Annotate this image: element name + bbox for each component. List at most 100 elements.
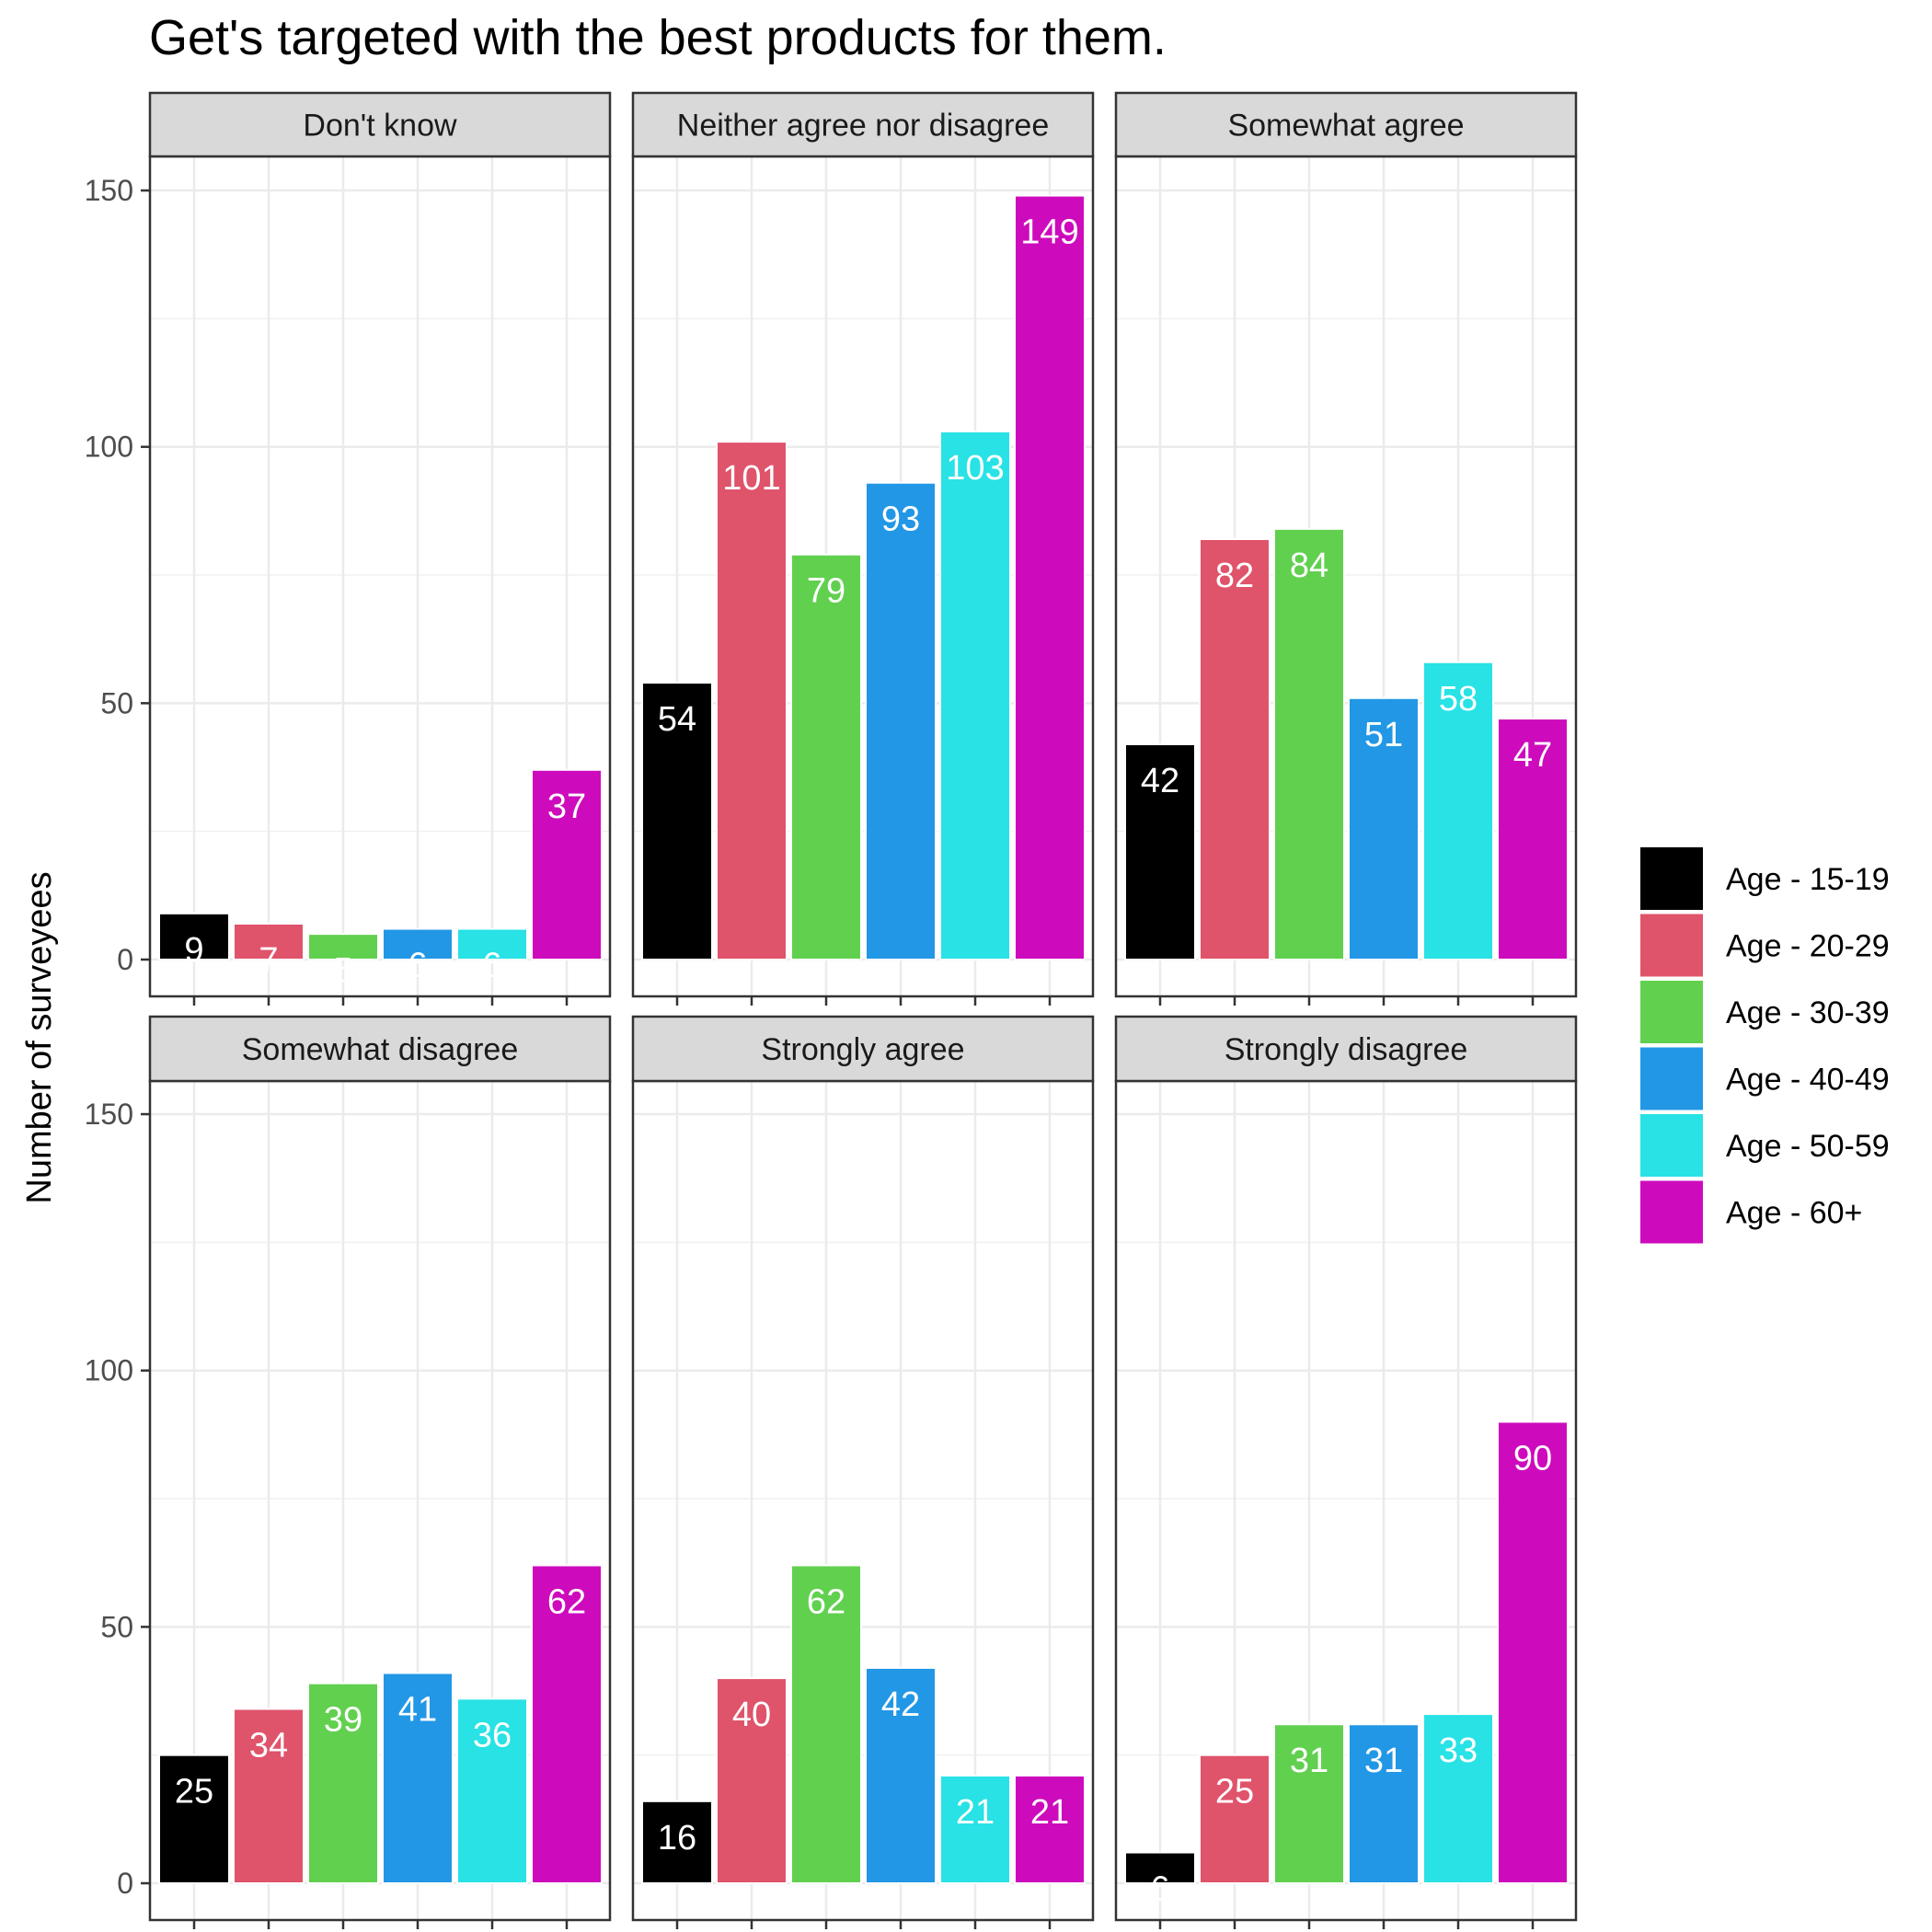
bar-value-label: 101 xyxy=(722,459,780,498)
bar-somewhat-disagree-age-20-29 xyxy=(233,1708,305,1884)
bar-value-label: 79 xyxy=(807,572,845,611)
y-tick-label: 50 xyxy=(100,686,133,719)
bar-value-label: 16 xyxy=(658,1819,696,1857)
legend: Age - 15-19 Age - 20-29 Age - 30-39 Age - 4… xyxy=(1639,845,1890,1246)
bar-value-label: 47 xyxy=(1513,736,1552,775)
legend-key-age-40-49 xyxy=(1639,1045,1705,1112)
bar-somewhat-agree-age-30-39 xyxy=(1273,527,1345,960)
bar-value-label: 51 xyxy=(1364,716,1403,754)
facet-strip xyxy=(1114,91,1578,158)
bar-somewhat-agree-age-15-19 xyxy=(1124,742,1196,961)
bar-value-label: 9 xyxy=(184,931,203,970)
facet-panel-somewhat-agree: 42 82 84 51 58 47 Somewhat agree xyxy=(1114,91,1578,1006)
legend-label: Age - 20-29 xyxy=(1726,929,1890,964)
bar-neither-agree-nor-disagree-age-30-39 xyxy=(790,553,862,960)
bar-strongly-agree-age-60 xyxy=(1014,1774,1086,1885)
bar-value-label: 25 xyxy=(175,1773,213,1811)
y-tick-label: 50 xyxy=(100,1610,133,1643)
bar-value-label: 6 xyxy=(482,947,501,985)
bar-value-label: 62 xyxy=(547,1582,586,1621)
bar-value-label: 39 xyxy=(324,1701,362,1740)
bar-somewhat-agree-age-50-59 xyxy=(1422,661,1494,960)
facet-strip xyxy=(631,91,1095,158)
bar-strongly-agree-age-30-39 xyxy=(790,1564,862,1884)
bar-value-label: 21 xyxy=(956,1793,995,1832)
facet-strip-label: Neither agree nor disagree xyxy=(677,109,1049,144)
bar-value-label: 6 xyxy=(1150,1870,1169,1909)
bar-value-label: 25 xyxy=(1215,1773,1254,1811)
legend-key-age-15-19 xyxy=(1639,845,1705,912)
bar-value-label: 6 xyxy=(408,947,427,985)
bar-value-label: 149 xyxy=(1020,213,1078,252)
bar-value-label: 84 xyxy=(1290,546,1328,585)
bar-value-label: 58 xyxy=(1439,680,1478,719)
bar-neither-agree-nor-disagree-age-50-59 xyxy=(939,430,1011,960)
facet-strip xyxy=(1114,1015,1578,1083)
chart-title: Get's targeted with the best products fo… xyxy=(149,10,1167,65)
bar-value-label: 103 xyxy=(946,449,1004,488)
bar-somewhat-disagree-age-40-49 xyxy=(382,1672,454,1884)
bar-value-label: 42 xyxy=(1141,762,1179,800)
bar-strongly-agree-age-50-59 xyxy=(939,1774,1011,1885)
bar-strongly-disagree-age-15-19 xyxy=(1124,1851,1196,1885)
bar-don-t-know-age-60 xyxy=(531,768,603,961)
facet-strip-label: Somewhat agree xyxy=(1227,109,1464,144)
y-tick-label: 150 xyxy=(85,174,133,207)
legend-key-age-30-39 xyxy=(1639,979,1705,1045)
legend-label: Age - 15-19 xyxy=(1726,862,1890,897)
facet-panel-strongly-agree: 16 40 62 42 21 21 Strongly agree xyxy=(631,1015,1095,1929)
bar-value-label: 36 xyxy=(473,1716,512,1754)
facet-strip xyxy=(631,1015,1095,1083)
bar-strongly-disagree-age-50-59 xyxy=(1422,1713,1494,1884)
facet-strip-label: Strongly disagree xyxy=(1225,1032,1468,1067)
bar-value-label: 33 xyxy=(1439,1731,1478,1770)
bar-somewhat-agree-age-40-49 xyxy=(1348,696,1420,960)
bar-strongly-disagree-age-60 xyxy=(1497,1420,1569,1885)
bar-value-label: 40 xyxy=(732,1696,771,1734)
bar-don-t-know-age-20-29 xyxy=(233,922,305,961)
bar-strongly-disagree-age-20-29 xyxy=(1199,1754,1271,1885)
legend-label: Age - 30-39 xyxy=(1726,995,1890,1030)
y-axis-title: Number of surveyees xyxy=(20,871,59,1203)
bar-neither-agree-nor-disagree-age-15-19 xyxy=(641,682,713,960)
bar-value-label: 34 xyxy=(249,1727,288,1765)
facet-strip-label: Somewhat disagree xyxy=(242,1032,519,1067)
bar-value-label: 7 xyxy=(259,941,278,980)
facet-panel-neither-agree-nor-disagree: 54 101 79 93 103 149 Neither agree nor disagre… xyxy=(631,91,1095,1006)
bar-value-label: 37 xyxy=(547,788,586,826)
facet-strip xyxy=(148,91,612,158)
bar-value-label: 54 xyxy=(658,700,696,739)
bar-value-label: 31 xyxy=(1364,1742,1403,1780)
bar-somewhat-agree-age-20-29 xyxy=(1199,538,1271,960)
bar-somewhat-disagree-age-30-39 xyxy=(307,1682,379,1884)
bar-strongly-disagree-age-30-39 xyxy=(1273,1723,1345,1885)
bar-value-label: 42 xyxy=(881,1685,920,1724)
bar-somewhat-disagree-age-50-59 xyxy=(456,1697,528,1884)
legend-key-age-20-29 xyxy=(1639,912,1705,979)
facet-panel-somewhat-disagree: 25 34 39 41 36 62 Somewhat disagree 0 50 100 150 xyxy=(85,1015,612,1929)
legend-key-age-50-59 xyxy=(1639,1112,1705,1179)
bar-somewhat-disagree-age-15-19 xyxy=(158,1754,230,1885)
legend-label: Age - 50-59 xyxy=(1726,1129,1890,1164)
bar-strongly-agree-age-20-29 xyxy=(716,1677,788,1884)
y-tick-label: 100 xyxy=(85,1354,133,1387)
bar-strongly-agree-age-15-19 xyxy=(641,1800,713,1885)
facet-strip-label: Strongly agree xyxy=(761,1032,964,1067)
facet-strip-label: Don't know xyxy=(303,109,457,144)
bar-value-label: 21 xyxy=(1030,1793,1069,1832)
bar-value-label: 31 xyxy=(1290,1742,1328,1780)
bar-value-label: 5 xyxy=(333,951,352,990)
facet-panel-strongly-disagree: 6 25 31 31 33 90 Strongly disagree xyxy=(1114,1015,1578,1929)
bar-neither-agree-nor-disagree-age-60 xyxy=(1014,194,1086,961)
facet-strip xyxy=(148,1015,612,1083)
bar-neither-agree-nor-disagree-age-40-49 xyxy=(865,481,937,960)
bar-value-label: 41 xyxy=(398,1691,437,1730)
y-tick-label: 0 xyxy=(117,943,133,976)
y-tick-label: 150 xyxy=(85,1098,133,1131)
bar-somewhat-agree-age-60 xyxy=(1497,718,1569,960)
bar-value-label: 82 xyxy=(1215,557,1254,595)
bar-value-label: 90 xyxy=(1513,1439,1552,1478)
legend-label: Age - 40-49 xyxy=(1726,1063,1890,1098)
